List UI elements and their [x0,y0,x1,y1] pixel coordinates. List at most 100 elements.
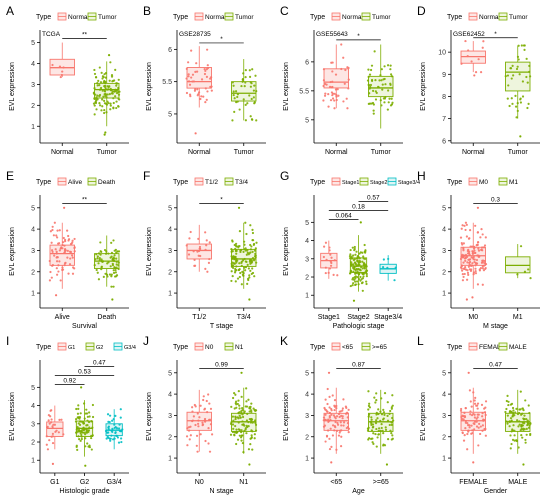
data-point [69,257,72,260]
data-point [529,277,532,280]
outlier-point [237,206,241,209]
data-point [55,256,58,259]
data-point [47,419,50,422]
data-point [77,404,80,407]
data-point [106,275,109,278]
data-point [57,431,60,434]
panel-k: K Type <65 >=65 1 2 3 4 5 EVL expression 0.87 <65 >=… [280,334,403,495]
data-point [333,425,336,428]
data-point [251,256,255,260]
data-point [251,239,254,242]
data-point [341,407,344,410]
data-point [110,273,113,276]
data-point [368,406,372,409]
x-tick-label: Stage1 [318,314,340,321]
data-point [370,64,374,67]
data-point [377,433,381,436]
data-point [474,272,478,275]
data-point [464,228,467,232]
data-point [352,278,356,281]
data-point [88,415,91,418]
data-point [462,439,466,442]
y-tick-label: 4 [168,392,172,399]
y-tick-label: 3 [305,413,309,420]
data-point [466,54,469,58]
data-point [352,263,355,266]
data-point [71,239,74,242]
data-point [391,416,394,420]
legend-label: T1/2 [205,179,218,186]
y-tick-label: 3 [442,248,446,255]
data-point [249,421,253,424]
data-point [473,249,476,252]
data-point [513,439,516,442]
data-point [252,96,255,99]
data-point [379,74,382,77]
y-tick-label: 5 [305,220,309,227]
data-point [55,260,59,263]
legend-key: Normal [468,12,501,21]
data-point [363,266,366,269]
data-point [232,255,235,258]
data-point [253,101,256,104]
data-point [206,411,209,414]
y-tick-label: 4 [305,392,309,399]
data-point [360,271,364,275]
data-point [474,70,478,74]
data-point [462,261,465,264]
data-point [384,428,388,431]
y-tick-label: 3 [31,421,35,428]
data-point [482,40,485,43]
legend-key: <65 [331,342,353,351]
data-point [382,97,385,100]
data-point [255,261,258,264]
data-point [473,245,476,248]
data-point [105,437,108,440]
data-point [331,424,335,427]
y-tick-label: 1 [168,456,172,463]
data-point [87,445,90,448]
data-point [354,263,357,266]
data-point [515,116,518,119]
legend-key: Alive [57,177,82,186]
data-point [472,412,475,415]
data-point [100,71,103,74]
box-iqr [368,75,394,98]
data-point [468,258,471,261]
data-point [80,429,83,432]
data-point [255,241,258,244]
data-point [380,426,383,430]
data-point [464,419,468,423]
data-point [50,435,53,438]
data-point [326,402,329,406]
p-value-label: 0.47 [489,362,502,369]
panel-e: E Type Alive Death 1 2 3 4 5 EVL expression ** Aliv… [6,169,129,330]
data-point [98,66,101,69]
data-point [477,444,480,447]
y-tick-label: 3 [442,413,446,420]
data-point [193,258,196,261]
data-point [84,433,87,436]
x-tick-label: T3/4 [237,314,251,321]
data-point [253,433,256,436]
data-point [110,73,114,77]
data-point [339,445,343,448]
data-point [63,264,66,267]
data-point [198,247,201,250]
data-point [51,264,55,267]
data-point [484,427,487,431]
data-point [196,70,199,73]
box-normal [460,39,486,77]
data-point [506,394,509,397]
data-point [523,270,527,273]
data-point [516,419,519,422]
outlier-point [519,135,522,138]
data-point [464,39,467,43]
data-point [103,111,106,115]
data-point [367,84,371,87]
data-point [473,399,476,402]
data-point [238,407,241,410]
data-point [354,271,358,274]
data-point [197,249,201,253]
data-point [481,429,484,432]
